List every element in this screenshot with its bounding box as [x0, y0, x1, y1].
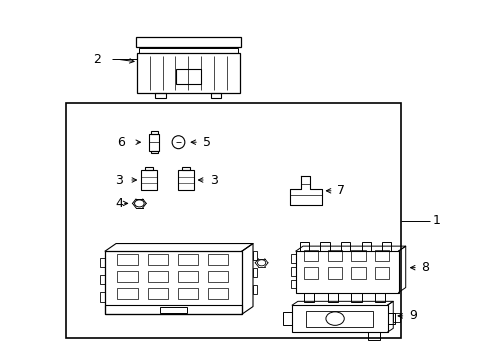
Bar: [160, 307, 187, 313]
Bar: [252, 268, 257, 277]
Bar: [252, 251, 257, 260]
Bar: [145, 167, 153, 170]
Bar: [304, 292, 314, 302]
Text: 3: 3: [209, 174, 217, 186]
Bar: [177, 288, 198, 299]
Bar: [306, 310, 372, 327]
Bar: [291, 305, 386, 332]
Bar: [207, 253, 228, 265]
Bar: [207, 271, 228, 282]
Bar: [386, 313, 394, 324]
Bar: [374, 267, 388, 279]
Bar: [105, 305, 242, 314]
Bar: [100, 292, 105, 302]
Bar: [137, 53, 239, 93]
Bar: [320, 242, 329, 251]
Bar: [210, 93, 221, 98]
Bar: [105, 251, 242, 314]
Bar: [155, 93, 165, 98]
Bar: [290, 267, 295, 275]
Bar: [150, 131, 157, 134]
Bar: [252, 285, 257, 294]
Bar: [374, 292, 385, 302]
Bar: [148, 134, 159, 151]
Bar: [392, 312, 399, 322]
Bar: [177, 253, 198, 265]
Bar: [150, 151, 157, 153]
Text: 9: 9: [408, 309, 416, 323]
Bar: [177, 271, 198, 282]
Text: 6: 6: [117, 136, 125, 149]
Bar: [290, 280, 295, 288]
Bar: [100, 258, 105, 267]
Bar: [139, 48, 237, 53]
Bar: [282, 312, 291, 325]
Bar: [117, 253, 138, 265]
Text: 4: 4: [115, 197, 122, 210]
Bar: [117, 271, 138, 282]
Text: 5: 5: [203, 136, 210, 149]
Bar: [147, 253, 168, 265]
Bar: [374, 250, 388, 261]
Bar: [182, 167, 189, 170]
Bar: [290, 255, 295, 263]
Bar: [381, 242, 390, 251]
Bar: [368, 332, 379, 340]
Bar: [207, 288, 228, 299]
Bar: [340, 242, 349, 251]
Bar: [295, 251, 398, 292]
Text: 3: 3: [115, 174, 122, 186]
Bar: [304, 250, 318, 261]
Text: 2: 2: [93, 53, 101, 66]
Bar: [100, 275, 105, 284]
Bar: [147, 288, 168, 299]
Bar: [178, 170, 193, 190]
Bar: [350, 267, 365, 279]
Bar: [327, 267, 342, 279]
Bar: [350, 250, 365, 261]
Bar: [327, 292, 337, 302]
Bar: [299, 242, 308, 251]
Bar: [136, 37, 240, 47]
Bar: [361, 242, 370, 251]
Bar: [176, 69, 200, 84]
Bar: [66, 103, 400, 338]
Text: 7: 7: [337, 184, 345, 197]
Text: 1: 1: [432, 214, 440, 227]
Bar: [117, 288, 138, 299]
Bar: [327, 250, 342, 261]
Bar: [141, 170, 157, 190]
Bar: [304, 267, 318, 279]
Bar: [350, 292, 361, 302]
Text: 8: 8: [421, 261, 428, 274]
Bar: [147, 271, 168, 282]
